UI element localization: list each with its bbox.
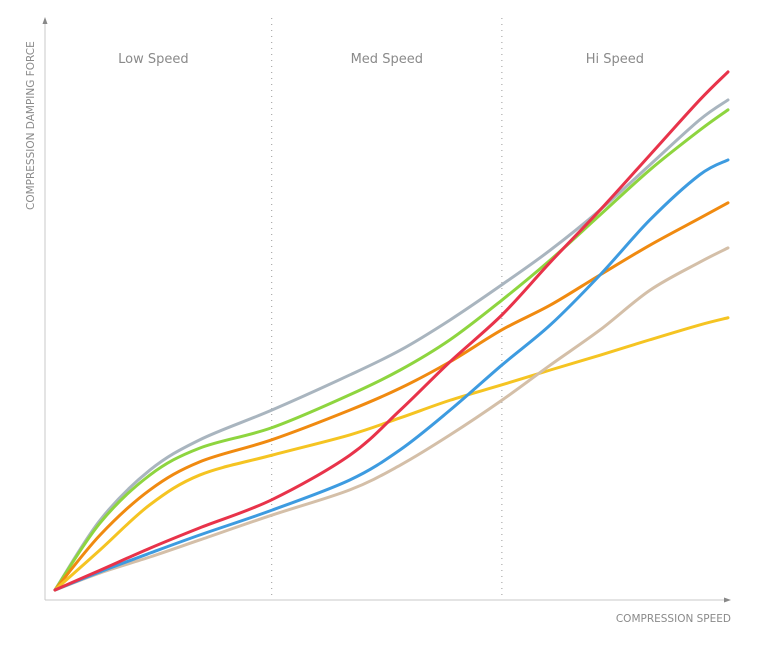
speed-regions: Low Speed Med Speed Hi Speed <box>118 18 644 598</box>
y-axis-arrow-icon <box>42 17 48 24</box>
series-line-gray <box>53 98 730 592</box>
series-line-tan <box>53 246 730 592</box>
x-axis-label: COMPRESSION SPEED <box>616 613 731 625</box>
series-lines <box>53 70 730 592</box>
y-axis-label: COMPRESSION DAMPING FORCE <box>25 41 37 210</box>
series-line-green <box>53 108 730 592</box>
series-line-blue <box>53 158 730 592</box>
series-line-red <box>53 70 730 592</box>
series-line-yellow <box>53 316 730 592</box>
x-axis-arrow-icon <box>724 597 731 603</box>
region-label: Hi Speed <box>586 52 644 67</box>
series-line-orange <box>53 201 730 592</box>
region-label: Low Speed <box>118 52 188 67</box>
region-label: Med Speed <box>351 52 423 67</box>
